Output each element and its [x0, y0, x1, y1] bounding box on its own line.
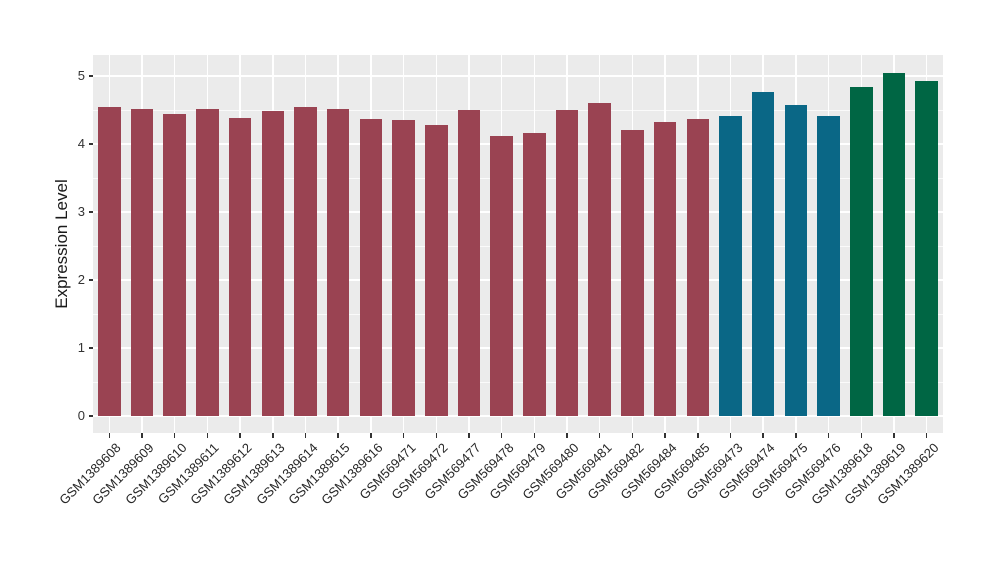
- gridline-minor: [93, 109, 943, 111]
- y-tick-mark: [88, 347, 93, 349]
- x-tick-mark: [173, 433, 176, 438]
- gridline-major: [93, 347, 943, 349]
- gridline-minor: [93, 177, 943, 179]
- x-tick-mark: [141, 433, 143, 438]
- y-tick-mark: [88, 211, 93, 213]
- bar-GSM1389614: [294, 107, 317, 416]
- y-tick-mark: [88, 75, 93, 77]
- plot-panel: [93, 55, 943, 433]
- y-tick-label: 5: [77, 68, 85, 84]
- x-tick-mark: [893, 433, 895, 438]
- bar-GSM1389610: [163, 114, 187, 416]
- bar-GSM569484: [653, 122, 677, 416]
- bar-GSM569471: [392, 119, 415, 416]
- y-tick-mark: [88, 415, 93, 417]
- bar-GSM569482: [621, 129, 644, 416]
- y-tick-label: 3: [77, 204, 85, 220]
- x-tick-mark: [697, 433, 699, 438]
- x-tick-mark: [795, 433, 797, 438]
- gridline-minor: [93, 245, 943, 247]
- gridline-major: [93, 143, 943, 145]
- bar-GSM569473: [719, 115, 742, 416]
- y-tick-label: 2: [77, 272, 85, 288]
- y-axis-title-text: Expression Level: [52, 179, 71, 309]
- x-tick-mark: [435, 433, 438, 438]
- x-tick-mark: [304, 433, 307, 438]
- gridline-major: [93, 279, 943, 281]
- x-tick-mark: [239, 433, 241, 438]
- x-tick-mark: [729, 433, 732, 438]
- bar-GSM1389619: [882, 72, 906, 416]
- bar-GSM569481: [588, 103, 612, 416]
- y-tick-mark: [88, 279, 93, 281]
- bar-GSM569474: [751, 91, 775, 416]
- x-tick-mark: [206, 433, 209, 438]
- y-tick-label: 4: [77, 136, 85, 152]
- x-tick-mark: [566, 433, 568, 438]
- x-tick-mark: [468, 433, 470, 438]
- x-tick-mark: [402, 433, 405, 438]
- bar-GSM569475: [784, 105, 808, 416]
- x-tick-mark: [664, 433, 666, 438]
- bar-GSM569479: [523, 132, 546, 416]
- bar-GSM1389615: [326, 108, 350, 416]
- x-tick-mark: [925, 433, 928, 438]
- y-tick-mark: [88, 143, 93, 145]
- bar-GSM569480: [555, 110, 579, 416]
- bar-GSM569485: [686, 118, 710, 416]
- x-tick-mark: [337, 433, 339, 438]
- bar-GSM569476: [817, 116, 840, 416]
- x-tick-mark: [598, 433, 601, 438]
- gridline-minor: [93, 313, 943, 315]
- bar-GSM1389613: [261, 111, 285, 416]
- gridline-major: [93, 211, 943, 213]
- x-tick-mark: [370, 433, 372, 438]
- gridline-minor: [93, 381, 943, 383]
- bar-GSM1389611: [196, 108, 219, 416]
- gridline-major: [93, 415, 943, 417]
- bar-GSM1389620: [915, 80, 938, 416]
- bar-GSM1389608: [98, 107, 121, 416]
- x-tick-mark: [533, 433, 536, 438]
- gridline-major: [93, 75, 943, 77]
- x-tick-mark: [500, 433, 503, 438]
- x-tick-mark: [827, 433, 830, 438]
- bar-GSM569477: [457, 110, 481, 416]
- y-tick-label: 0: [77, 408, 85, 423]
- x-tick-mark: [108, 433, 111, 438]
- x-tick-mark: [762, 433, 764, 438]
- bar-GSM1389618: [849, 86, 873, 416]
- bar-GSM1389609: [130, 109, 154, 416]
- bar-GSM1389612: [228, 117, 252, 416]
- x-tick-mark: [272, 433, 274, 438]
- bar-GSM1389616: [359, 118, 383, 416]
- x-tick-mark: [631, 433, 634, 438]
- bar-GSM569472: [424, 125, 448, 416]
- y-tick-label: 1: [77, 340, 85, 356]
- bar-GSM569478: [490, 135, 513, 416]
- x-tick-mark: [860, 433, 863, 438]
